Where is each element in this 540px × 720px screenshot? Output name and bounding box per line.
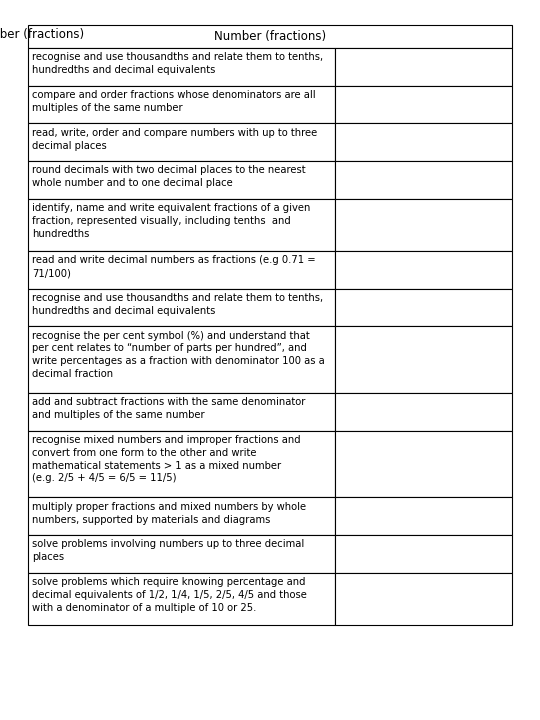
Bar	[28, 48, 335, 86]
Text: add and subtract fractions with the same denominator
and multiples of the same n: add and subtract fractions with the same…	[32, 397, 306, 420]
Text: recognise the per cent symbol (%) and understand that
per cent relates to “numbe: recognise the per cent symbol (%) and un…	[32, 330, 325, 379]
Text: read, write, order and compare numbers with up to three
decimal places: read, write, order and compare numbers w…	[32, 127, 318, 150]
Bar	[28, 25, 512, 48]
Bar	[28, 326, 335, 393]
Bar	[28, 289, 335, 326]
Text: recognise and use thousandths and relate them to tenths,
hundredths and decimal : recognise and use thousandths and relate…	[32, 293, 323, 316]
Text: solve problems involving numbers up to three decimal
places: solve problems involving numbers up to t…	[32, 539, 304, 562]
Text: recognise mixed numbers and improper fractions and
convert from one form to the : recognise mixed numbers and improper fra…	[32, 435, 301, 483]
Bar	[28, 573, 335, 625]
Bar	[335, 326, 512, 393]
Bar	[335, 199, 512, 251]
Text: round decimals with two decimal places to the nearest
whole number and to one de: round decimals with two decimal places t…	[32, 166, 306, 188]
Bar	[28, 251, 335, 289]
Bar	[335, 48, 512, 86]
Text: multiply proper fractions and mixed numbers by whole
numbers, supported by mater: multiply proper fractions and mixed numb…	[32, 502, 306, 525]
Bar	[335, 498, 512, 535]
Text: Number (fractions): Number (fractions)	[214, 30, 326, 43]
Bar	[28, 535, 335, 573]
Text: Number (fractions): Number (fractions)	[0, 27, 84, 40]
Bar	[28, 86, 335, 123]
Bar	[335, 123, 512, 161]
Text: compare and order fractions whose denominators are all
multiples of the same num: compare and order fractions whose denomi…	[32, 90, 315, 113]
Bar	[335, 86, 512, 123]
Bar	[335, 431, 512, 498]
Bar	[28, 123, 335, 161]
Text: recognise and use thousandths and relate them to tenths,
hundredths and decimal : recognise and use thousandths and relate…	[32, 53, 323, 76]
Text: read and write decimal numbers as fractions (e.g 0.71 =
71/100): read and write decimal numbers as fracti…	[32, 256, 315, 278]
Bar	[28, 498, 335, 535]
Text: identify, name and write equivalent fractions of a given
fraction, represented v: identify, name and write equivalent frac…	[32, 203, 310, 239]
Bar	[28, 431, 335, 498]
Bar	[28, 199, 335, 251]
Bar	[335, 393, 512, 431]
Bar	[335, 161, 512, 199]
Bar	[335, 289, 512, 326]
Bar	[335, 251, 512, 289]
Bar	[335, 573, 512, 625]
Text: solve problems which require knowing percentage and
decimal equivalents of 1/2, : solve problems which require knowing per…	[32, 577, 307, 613]
Bar	[335, 535, 512, 573]
Bar	[28, 161, 335, 199]
Bar	[28, 393, 335, 431]
